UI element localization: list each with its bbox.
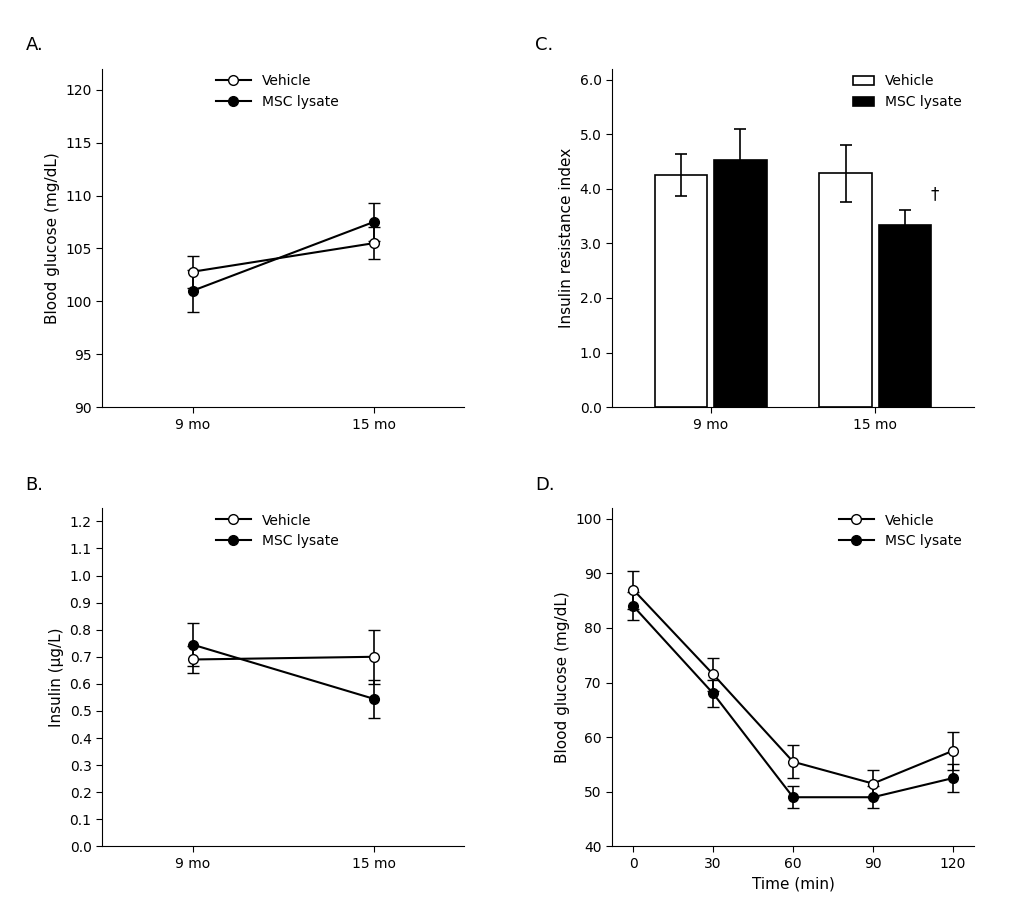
Legend: Vehicle, MSC lysate: Vehicle, MSC lysate <box>833 508 966 554</box>
Y-axis label: Insulin (μg/L): Insulin (μg/L) <box>49 628 64 727</box>
Text: D.: D. <box>535 476 554 493</box>
Text: †: † <box>929 186 937 203</box>
Y-axis label: Insulin resistance index: Insulin resistance index <box>558 148 574 328</box>
Y-axis label: Blood glucose (mg/dL): Blood glucose (mg/dL) <box>45 152 59 324</box>
Legend: Vehicle, MSC lysate: Vehicle, MSC lysate <box>210 69 343 115</box>
Bar <box>713 160 766 407</box>
Bar <box>818 174 871 407</box>
Text: A.: A. <box>25 37 43 54</box>
Bar <box>654 175 707 407</box>
Legend: Vehicle, MSC lysate: Vehicle, MSC lysate <box>847 69 966 115</box>
Legend: Vehicle, MSC lysate: Vehicle, MSC lysate <box>210 508 343 554</box>
Y-axis label: Blood glucose (mg/dL): Blood glucose (mg/dL) <box>554 591 569 763</box>
Bar <box>877 225 930 407</box>
Text: B.: B. <box>25 476 44 493</box>
Text: C.: C. <box>535 37 553 54</box>
X-axis label: Time (min): Time (min) <box>751 877 834 891</box>
